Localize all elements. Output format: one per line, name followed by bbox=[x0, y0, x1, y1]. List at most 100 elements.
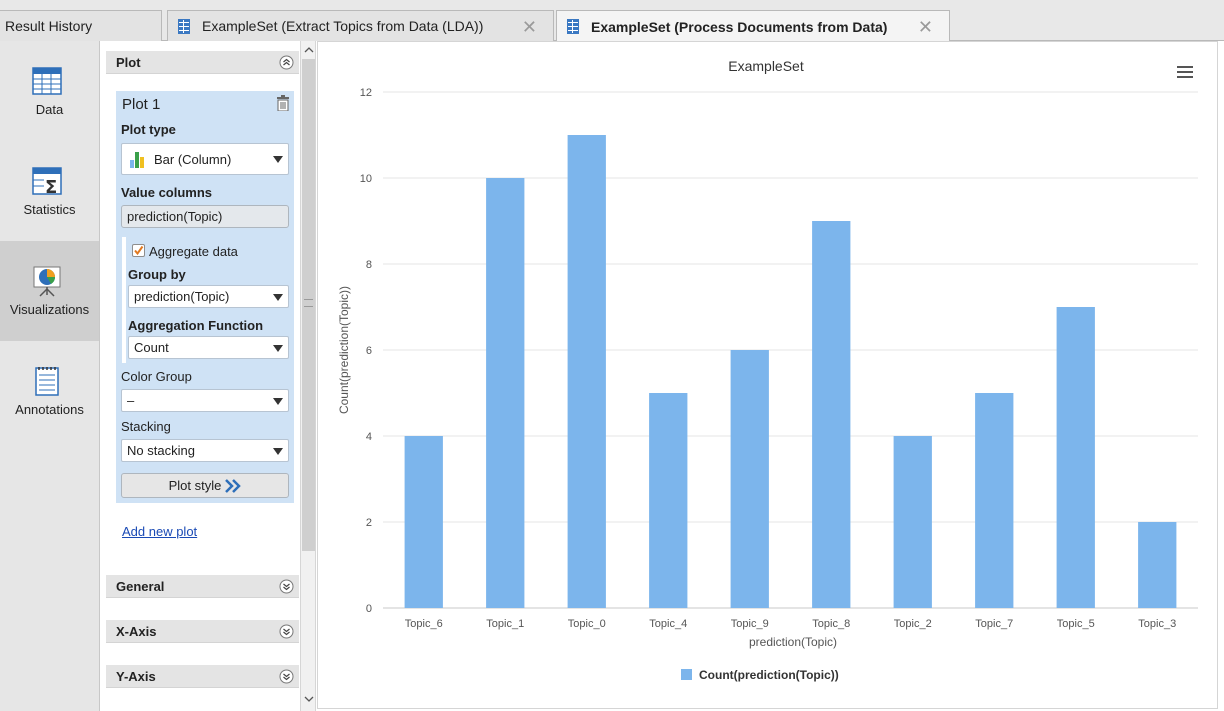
bar-topic-5[interactable] bbox=[1056, 307, 1095, 608]
y-tick-label: 4 bbox=[366, 431, 372, 443]
notepad-icon bbox=[35, 367, 59, 396]
chart-bars bbox=[404, 135, 1177, 608]
expand-icon[interactable] bbox=[279, 669, 294, 684]
bar-chart-icon bbox=[130, 152, 144, 168]
svg-text:Σ: Σ bbox=[45, 177, 57, 197]
section-title: General bbox=[116, 579, 165, 594]
value-columns-label: Value columns bbox=[121, 185, 213, 200]
y-tick-label: 8 bbox=[366, 259, 372, 271]
y-tick-label: 12 bbox=[360, 87, 372, 99]
color-group-select[interactable]: – bbox=[121, 389, 289, 412]
x-tick-label: Topic_2 bbox=[894, 618, 932, 630]
expand-icon[interactable] bbox=[279, 624, 294, 639]
section-plot-header[interactable]: Plot bbox=[106, 51, 299, 74]
aggregation-function-value: Count bbox=[134, 340, 169, 355]
view-sidebar: Data Σ Statistics Visualizations bbox=[0, 41, 100, 711]
hamburger-menu-icon[interactable] bbox=[1177, 66, 1193, 78]
tab-bar: Result History ExampleSet (Extract Topic… bbox=[0, 0, 1224, 42]
x-tick-label: Topic_9 bbox=[731, 618, 769, 630]
scroll-down-icon[interactable] bbox=[304, 694, 314, 704]
bar-topic-3[interactable] bbox=[1138, 522, 1177, 608]
checkmark-icon bbox=[134, 245, 144, 256]
sidebar-item-visualizations[interactable]: Visualizations bbox=[0, 241, 99, 341]
value-columns-field[interactable]: prediction(Topic) bbox=[121, 205, 289, 228]
y-tick-label: 10 bbox=[360, 173, 372, 185]
chevron-down-icon bbox=[273, 156, 283, 163]
sidebar-item-label: Visualizations bbox=[9, 302, 90, 317]
bar-topic-7[interactable] bbox=[975, 393, 1014, 608]
plot-type-value: Bar (Column) bbox=[154, 151, 232, 167]
exampleset-icon bbox=[567, 19, 579, 34]
stacking-value: No stacking bbox=[127, 443, 195, 458]
bar-topic-9[interactable] bbox=[730, 350, 769, 608]
sidebar-item-statistics[interactable]: Σ Statistics bbox=[0, 141, 99, 241]
close-icon[interactable]: ✕ bbox=[917, 17, 933, 37]
bar-topic-0[interactable] bbox=[567, 135, 606, 608]
splitter-grip[interactable] bbox=[304, 299, 313, 307]
plot-type-select[interactable]: Bar (Column) bbox=[121, 143, 289, 175]
section-title: Y-Axis bbox=[116, 669, 156, 684]
chart-area: ExampleSet 0 2 4 6 8 10 12 Topic_6 Topic_1 Topic… bbox=[317, 41, 1218, 709]
aggregation-function-select[interactable]: Count bbox=[128, 336, 289, 359]
bar-topic-1[interactable] bbox=[486, 178, 525, 608]
chart-title: ExampleSet bbox=[728, 58, 804, 74]
aggregate-group-indent bbox=[122, 237, 126, 363]
collapse-icon[interactable] bbox=[279, 55, 294, 70]
y-axis-label: Count(prediction(Topic)) bbox=[337, 286, 351, 414]
scrollbar-thumb[interactable] bbox=[302, 59, 315, 551]
bar-topic-2[interactable] bbox=[893, 436, 932, 608]
plot-style-label: Plot style bbox=[168, 478, 222, 493]
plot-config-panel: Plot Plot 1 Plot type Bar (Column) Valu bbox=[100, 41, 300, 711]
close-icon[interactable]: ✕ bbox=[521, 17, 537, 37]
x-tick-label: Topic_3 bbox=[1138, 618, 1176, 630]
tab-extract-topics[interactable]: ExampleSet (Extract Topics from Data (LD… bbox=[167, 10, 554, 41]
scroll-up-icon[interactable] bbox=[304, 45, 314, 55]
x-tick-label: Topic_1 bbox=[486, 618, 524, 630]
section-yaxis-header[interactable]: Y-Axis bbox=[106, 665, 299, 688]
tab-process-documents[interactable]: ExampleSet (Process Documents from Data)… bbox=[556, 10, 950, 42]
sidebar-item-annotations[interactable]: Annotations bbox=[0, 341, 99, 441]
aggregation-function-label: Aggregation Function bbox=[128, 318, 264, 333]
chart-legend[interactable]: Count(prediction(Topic)) bbox=[681, 668, 839, 682]
bar-topic-6[interactable] bbox=[404, 436, 443, 608]
tab-result-history[interactable]: Result History bbox=[0, 10, 162, 41]
bar-topic-4[interactable] bbox=[649, 393, 688, 608]
x-tick-label: Topic_0 bbox=[568, 618, 606, 630]
bar-topic-8[interactable] bbox=[812, 221, 851, 608]
exampleset-icon bbox=[178, 18, 190, 34]
sidebar-item-label: Annotations bbox=[15, 402, 84, 417]
plot-style-button[interactable]: Plot style bbox=[121, 473, 289, 498]
stacking-select[interactable]: No stacking bbox=[121, 439, 289, 462]
tab-label: ExampleSet (Process Documents from Data) bbox=[591, 18, 888, 35]
plot-title: Plot 1 bbox=[122, 96, 161, 113]
aggregate-checkbox[interactable] bbox=[132, 244, 145, 257]
x-tick-label: Topic_5 bbox=[1057, 618, 1095, 630]
aggregate-label: Aggregate data bbox=[149, 244, 238, 259]
legend-swatch bbox=[681, 669, 692, 680]
plot-1-box: Plot 1 Plot type Bar (Column) Value colu… bbox=[116, 91, 294, 503]
aggregate-group: Aggregate data Group by prediction(Topic… bbox=[122, 237, 290, 363]
chevron-down-icon bbox=[273, 397, 283, 405]
color-group-value: – bbox=[127, 393, 135, 408]
tab-label: Result History bbox=[5, 18, 93, 34]
config-scrollbar[interactable] bbox=[300, 41, 316, 711]
section-general-header[interactable]: General bbox=[106, 575, 299, 598]
section-title: X-Axis bbox=[116, 624, 157, 639]
pie-chart-easel-icon bbox=[33, 266, 61, 297]
group-by-select[interactable]: prediction(Topic) bbox=[128, 285, 289, 308]
stacking-label: Stacking bbox=[121, 419, 171, 434]
chevron-down-icon bbox=[273, 293, 283, 301]
x-axis-label: prediction(Topic) bbox=[749, 635, 837, 649]
group-by-value: prediction(Topic) bbox=[134, 289, 230, 304]
double-chevron-right-icon bbox=[225, 478, 242, 493]
section-xaxis-header[interactable]: X-Axis bbox=[106, 620, 299, 643]
chevron-down-icon bbox=[273, 344, 283, 352]
expand-icon[interactable] bbox=[279, 579, 294, 594]
sidebar-item-label: Statistics bbox=[23, 202, 76, 217]
sidebar-item-data[interactable]: Data bbox=[0, 41, 99, 141]
add-new-plot-link[interactable]: Add new plot bbox=[122, 524, 198, 539]
trash-icon[interactable] bbox=[277, 95, 289, 111]
x-tick-label: Topic_6 bbox=[405, 618, 443, 630]
y-tick-label: 0 bbox=[366, 603, 372, 615]
